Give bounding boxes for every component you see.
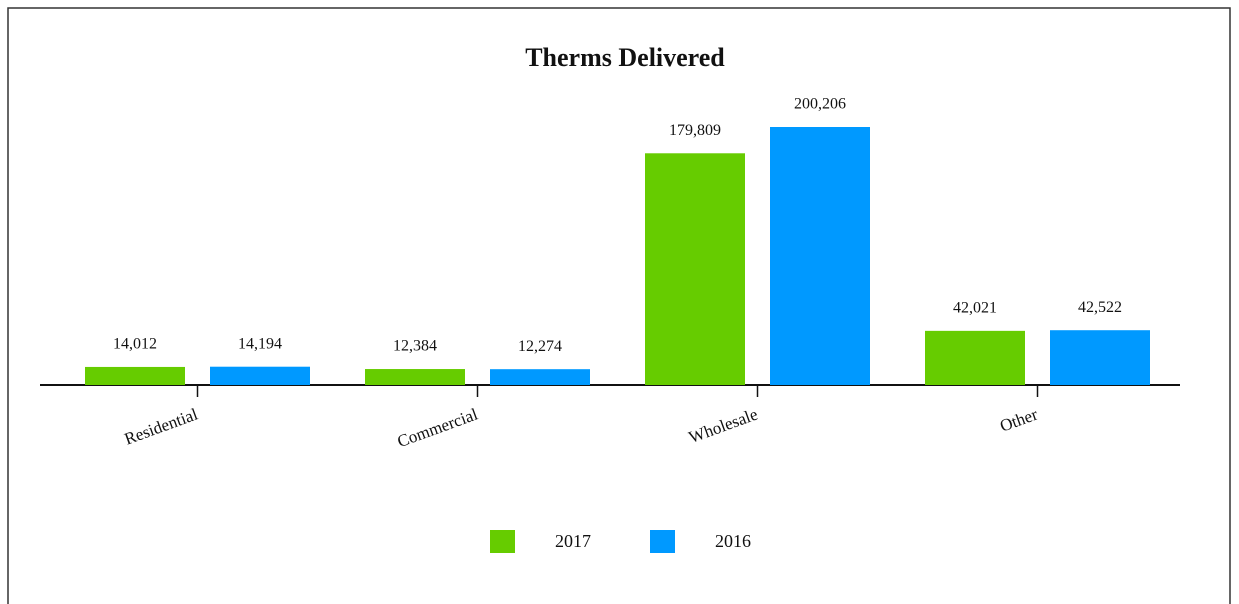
legend-label: 2016	[715, 531, 751, 551]
bar	[1050, 330, 1150, 385]
value-label: 179,809	[669, 122, 721, 139]
legend-swatch	[490, 530, 515, 553]
x-tick-label: Commercial	[395, 404, 481, 451]
value-label: 200,206	[794, 96, 846, 113]
bar	[925, 330, 1025, 385]
value-label: 12,274	[518, 338, 562, 355]
bar	[85, 366, 185, 385]
legend-label: 2017	[555, 531, 591, 551]
x-tick-label: Other	[997, 404, 1040, 435]
value-label: 42,021	[953, 300, 997, 317]
bar	[210, 366, 310, 385]
value-label: 42,522	[1078, 299, 1122, 316]
value-label: 14,194	[238, 335, 282, 352]
bar	[645, 153, 745, 385]
x-tick-label: Residential	[122, 404, 201, 448]
frame	[7, 7, 1231, 604]
bar	[770, 127, 870, 385]
value-label: 14,012	[113, 336, 157, 353]
bar	[490, 369, 590, 385]
x-tick-label: Wholesale	[686, 405, 760, 447]
bar	[365, 369, 465, 385]
value-label: 12,384	[393, 338, 437, 355]
chart-title: Therms Delivered	[525, 43, 725, 72]
legend-swatch	[650, 530, 675, 553]
